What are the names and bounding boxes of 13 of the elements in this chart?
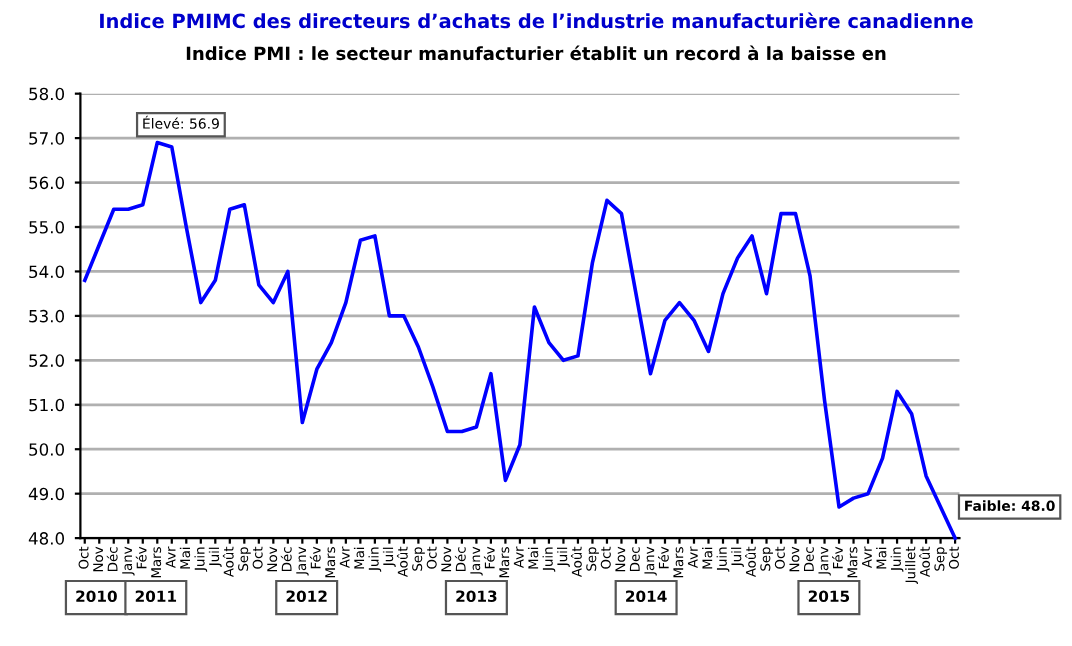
y-tick-label: 51.0 xyxy=(29,398,65,412)
y-tick-label: 52.0 xyxy=(29,354,65,367)
y-tick-label: 48.0 xyxy=(28,532,65,545)
y-tick-label: 56.0 xyxy=(29,176,65,190)
y-tick-label: 58.0 xyxy=(29,87,65,101)
chart-title: Indice PMIMC des directeurs d’achats de l’industrie manufacturière canadienne xyxy=(100,12,973,29)
y-tick-label: 53.0 xyxy=(29,309,65,323)
chart-subtitle: Indice PMI : le secteur manufacturier établit un record à la baisse en xyxy=(186,45,886,61)
y-tick-label: 55.0 xyxy=(29,220,65,234)
y-tick-label: 54.0 xyxy=(29,265,65,279)
y-tick-label: 57.0 xyxy=(29,132,65,145)
y-tick-label: 49.0 xyxy=(28,487,65,501)
y-tick-label: 50.0 xyxy=(29,443,65,456)
